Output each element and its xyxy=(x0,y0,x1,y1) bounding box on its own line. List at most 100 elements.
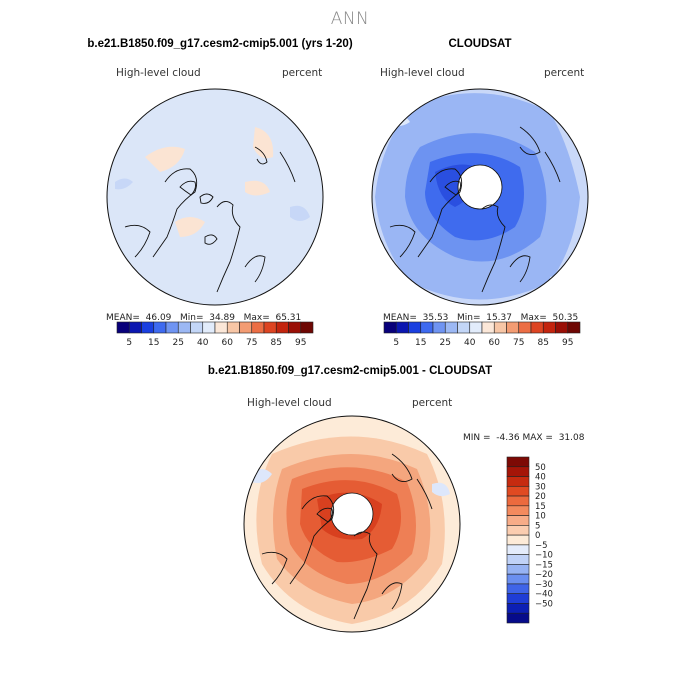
panel1-max-label: Max= xyxy=(243,313,270,323)
panel2-colorbar-tick-label: 95 xyxy=(562,338,573,348)
panel3-units-label: percent xyxy=(412,397,453,409)
panel2-mean-label: MEAN= xyxy=(383,313,417,323)
panel1-colorbar-tick-label: 75 xyxy=(246,338,257,348)
panel3-colorbar-tick-label: 40 xyxy=(535,473,546,483)
panel2-units-label: percent xyxy=(544,67,585,79)
panel3-polar-map xyxy=(243,415,461,633)
panel2-pole-hole xyxy=(457,164,503,210)
panel3-colorbar-box xyxy=(506,554,530,565)
panel3-colorbar-tick-label: −5 xyxy=(535,541,548,551)
panel2-colorbar: 5 15 25 40 60 75 85 95 xyxy=(383,321,581,348)
panel3-colorbar-box xyxy=(506,564,530,575)
panel1-colorbar-box xyxy=(226,321,240,334)
panel3-pole-hole xyxy=(330,492,374,536)
panel3-max-value: 31.08 xyxy=(558,433,585,443)
panel2-colorbar-tick-label: 40 xyxy=(464,338,476,348)
panel3-stats: MIN = -4.36 MAX = 31.08 xyxy=(463,433,584,443)
panel3-colorbar-box xyxy=(506,593,530,604)
panel3-colorbar-box xyxy=(506,505,530,516)
panel1-min-label: Min= xyxy=(179,313,204,323)
panel1-colorbar-tick-label: 5 xyxy=(126,338,132,348)
panel3-colorbar-tick-label: 20 xyxy=(535,492,546,502)
panel1-colorbar-box xyxy=(153,321,167,334)
panel1-map-background xyxy=(107,89,323,305)
panel3-colorbar-tick-label: −40 xyxy=(535,590,553,600)
panel2-coastlines xyxy=(389,126,561,293)
panel2-contour-patch xyxy=(385,113,410,126)
panel1-colorbar-box xyxy=(116,321,130,334)
panel2-colorbar-box xyxy=(493,321,507,334)
panel1-colorbar-box xyxy=(190,321,204,334)
panel2-contour-patch xyxy=(550,275,570,291)
page-title: ANN xyxy=(330,9,370,29)
panel2-mean-value: 35.53 xyxy=(422,313,449,323)
panel2-polar-map xyxy=(371,88,589,306)
panel1-colorbar-box xyxy=(275,321,289,334)
panel1-polar-map xyxy=(106,88,324,306)
panel3-colorbar-box xyxy=(506,603,530,614)
panel2-colorbar-box xyxy=(395,321,409,334)
panel2-colorbar-tick-label: 5 xyxy=(393,338,399,348)
panel3-colorbar-tick-label: −30 xyxy=(535,580,553,590)
panel1-colorbar-box xyxy=(177,321,191,334)
panel2-min-value: 15.37 xyxy=(486,313,512,323)
panel3-colorbar-box xyxy=(506,573,530,585)
panel2-colorbar-box xyxy=(457,321,471,334)
panel1-contour-patch xyxy=(245,180,270,196)
panel2-colorbar-box xyxy=(432,321,446,334)
panel2-colorbar-box xyxy=(469,321,483,334)
panel1-title: b.e21.B1850.f09_g17.cesm2-cmip5.001 (yrs… xyxy=(87,38,353,50)
panel1-colorbar-box xyxy=(128,321,142,334)
panel3-min-value: -4.36 xyxy=(496,433,520,443)
panel2-colorbar-box xyxy=(481,321,495,334)
panel3-title: b.e21.B1850.f09_g17.cesm2-cmip5.001 - CL… xyxy=(207,365,493,377)
panel2-max-label: Max= xyxy=(520,313,547,323)
panel3-colorbar-box xyxy=(506,476,530,487)
panel3-colorbar-tick-label: 15 xyxy=(535,502,546,512)
panel3-colorbar-tick-label: −15 xyxy=(535,560,553,570)
panel2-variable-label: High-level cloud xyxy=(380,67,465,79)
panel2-title: CLOUDSAT xyxy=(448,38,512,50)
panel2-min-label: Min= xyxy=(456,313,481,323)
panel3-colorbar-box xyxy=(506,612,530,624)
panel2-colorbar-box xyxy=(542,321,556,334)
panel3-colorbar-box xyxy=(506,544,530,555)
panel1-colorbar-box xyxy=(239,321,253,334)
panel1-colorbar-box xyxy=(288,321,302,334)
panel3-colorbar-tick-label: 50 xyxy=(535,463,546,473)
panel1-colorbar-tick-label: 85 xyxy=(271,338,282,348)
panel1-colorbar-box xyxy=(251,321,265,334)
panel3-colorbar-tick-label: 0 xyxy=(535,531,540,541)
panel3-min-label: MIN = xyxy=(463,433,491,443)
panel1-colorbar-box xyxy=(214,321,228,334)
panel3-colorbar-box xyxy=(506,485,530,497)
panel1-contour-patch xyxy=(253,127,274,159)
panel1-colorbar-tick-label: 95 xyxy=(295,338,306,348)
panel3-colorbar-tick-label: 5 xyxy=(535,521,540,531)
panel1-colorbar-tick-label: 40 xyxy=(197,338,209,348)
panel2-colorbar-box xyxy=(444,321,458,334)
panel1-variable-label: High-level cloud xyxy=(116,67,201,79)
panel1-colorbar-box xyxy=(300,321,314,334)
panel1-colorbar-box xyxy=(263,321,277,334)
panel1-map-border xyxy=(106,88,324,306)
panel3-colorbar-box xyxy=(506,534,530,546)
panel3-variable-label: High-level cloud xyxy=(247,397,332,409)
panel2-colorbar-box xyxy=(408,321,422,334)
panel3-colorbar-box xyxy=(506,495,530,507)
panel1-units-label: percent xyxy=(282,67,323,79)
panel2-colorbar-box xyxy=(506,321,520,334)
panel3-colorbar-box xyxy=(506,466,530,477)
panel2-colorbar-tick-label: 15 xyxy=(415,338,426,348)
panel1-colorbar-tick-label: 25 xyxy=(173,338,184,348)
panel2-colorbar-tick-label: 85 xyxy=(538,338,549,348)
panel1-contour-patch xyxy=(115,178,133,190)
panel1-mean-value: 46.09 xyxy=(145,313,172,323)
panel3-map-border xyxy=(243,415,461,633)
panel3-colorbar-tick-label: 10 xyxy=(535,512,546,522)
panel1-contour-patch xyxy=(290,205,310,221)
panel2-colorbar-box xyxy=(530,321,544,334)
panel2-stats: MEAN= 35.53 Min= 15.37 Max= 50.35 xyxy=(383,313,578,323)
panel2-max-value: 50.35 xyxy=(552,313,579,323)
